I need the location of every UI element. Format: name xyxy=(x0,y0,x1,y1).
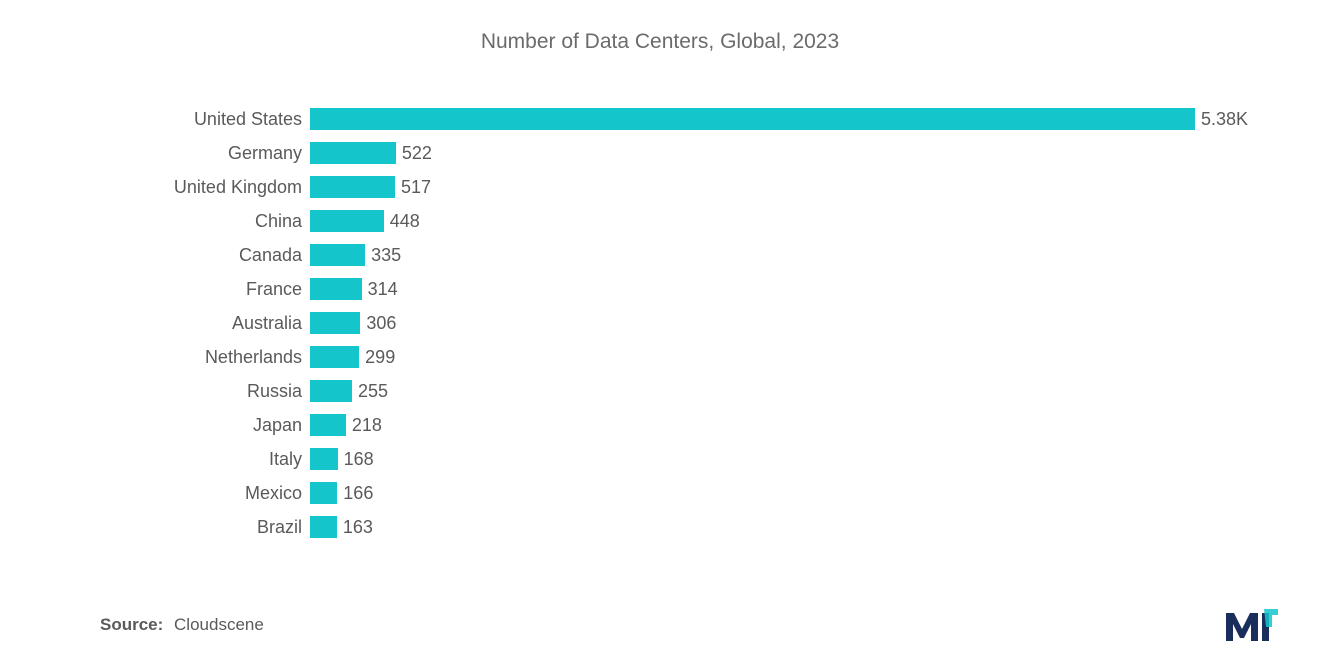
brand-logo xyxy=(1224,605,1280,645)
bar-fill xyxy=(310,176,395,198)
bar-track: 314 xyxy=(310,278,1250,300)
bar-row: China 448 xyxy=(70,204,1250,238)
bar-value: 218 xyxy=(346,415,382,436)
bar-track: 163 xyxy=(310,516,1250,538)
bar-track: 306 xyxy=(310,312,1250,334)
bar-value: 168 xyxy=(338,449,374,470)
bar-label: United Kingdom xyxy=(70,177,310,198)
bar-value: 255 xyxy=(352,381,388,402)
bar-fill xyxy=(310,516,337,538)
bar-value: 522 xyxy=(396,143,432,164)
bar-value: 314 xyxy=(362,279,398,300)
bar-label: Japan xyxy=(70,415,310,436)
bar-row: Germany 522 xyxy=(70,136,1250,170)
bar-label: Russia xyxy=(70,381,310,402)
bar-fill xyxy=(310,346,359,368)
bar-track: 299 xyxy=(310,346,1250,368)
bar-label: United States xyxy=(70,109,310,130)
bar-label: Australia xyxy=(70,313,310,334)
bar-track: 168 xyxy=(310,448,1250,470)
bar-fill xyxy=(310,210,384,232)
bar-fill xyxy=(310,448,338,470)
bar-row: Mexico 166 xyxy=(70,476,1250,510)
bar-row: Netherlands 299 xyxy=(70,340,1250,374)
bar-value: 163 xyxy=(337,517,373,538)
bar-label: Germany xyxy=(70,143,310,164)
bar-track: 218 xyxy=(310,414,1250,436)
bar-fill xyxy=(310,142,396,164)
bar-label: Mexico xyxy=(70,483,310,504)
bar-row: France 314 xyxy=(70,272,1250,306)
bar-row: Russia 255 xyxy=(70,374,1250,408)
bar-fill xyxy=(310,414,346,436)
bar-row: Canada 335 xyxy=(70,238,1250,272)
bar-value: 5.38K xyxy=(1195,109,1248,130)
source-label: Source: xyxy=(100,615,163,634)
bar-label: France xyxy=(70,279,310,300)
bar-track: 522 xyxy=(310,142,1250,164)
bar-track: 255 xyxy=(310,380,1250,402)
bar-track: 448 xyxy=(310,210,1250,232)
bar-track: 166 xyxy=(310,482,1250,504)
bar-label: Brazil xyxy=(70,517,310,538)
bar-row: Italy 168 xyxy=(70,442,1250,476)
bar-value: 166 xyxy=(337,483,373,504)
bar-fill xyxy=(310,312,360,334)
bar-track: 335 xyxy=(310,244,1250,266)
bar-row: Brazil 163 xyxy=(70,510,1250,544)
bar-fill xyxy=(310,108,1195,130)
source-value: Cloudscene xyxy=(174,615,264,634)
chart-title: Number of Data Centers, Global, 2023 xyxy=(70,30,1250,54)
bar-label: Netherlands xyxy=(70,347,310,368)
source-row: Source: Cloudscene xyxy=(100,615,264,635)
bar-value: 517 xyxy=(395,177,431,198)
bar-row: Australia 306 xyxy=(70,306,1250,340)
bar-label: Italy xyxy=(70,449,310,470)
bar-label: China xyxy=(70,211,310,232)
bar-fill xyxy=(310,482,337,504)
bar-row: United Kingdom 517 xyxy=(70,170,1250,204)
bar-row: Japan 218 xyxy=(70,408,1250,442)
bar-fill xyxy=(310,278,362,300)
bar-fill xyxy=(310,380,352,402)
bar-row: United States 5.38K xyxy=(70,102,1250,136)
bar-fill xyxy=(310,244,365,266)
bar-label: Canada xyxy=(70,245,310,266)
bar-value: 299 xyxy=(359,347,395,368)
chart-area: United States 5.38K Germany 522 United Kingd… xyxy=(70,102,1250,544)
bar-value: 448 xyxy=(384,211,420,232)
bar-track: 5.38K xyxy=(310,108,1250,130)
bar-value: 306 xyxy=(360,313,396,334)
bar-track: 517 xyxy=(310,176,1250,198)
bar-value: 335 xyxy=(365,245,401,266)
